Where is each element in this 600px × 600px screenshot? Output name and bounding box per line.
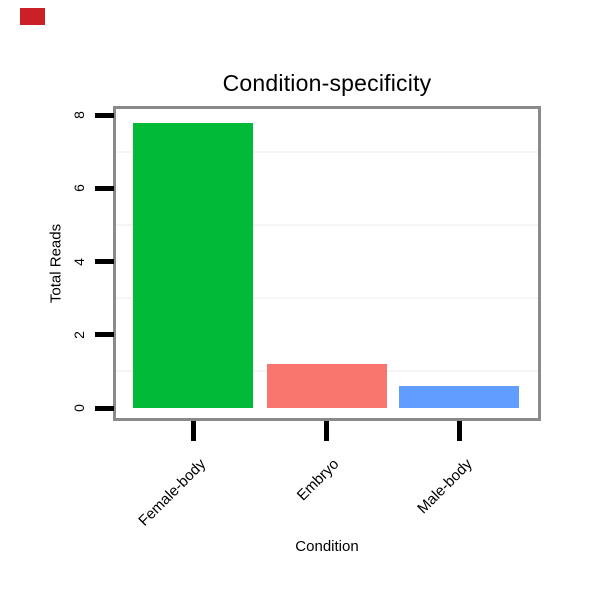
x-axis-tick-embryo [324,421,329,441]
x-axis-title: Condition [295,538,359,555]
y-axis-tick-0 [95,406,114,411]
x-axis-tick-male-body [457,421,462,441]
y-axis-tick-label-8: 8 [71,111,87,119]
minor-gridline-y3 [116,297,538,299]
minor-gridline-y5 [116,224,538,226]
y-axis-tick-6 [95,186,114,191]
red-marker [20,8,45,25]
y-axis-tick-label-6: 6 [71,184,87,192]
bar-male-body [399,386,519,408]
y-axis-tick-2 [95,332,114,337]
x-axis-label-female-body: Female-body [135,455,210,530]
y-axis-title: Total Reads [47,223,65,304]
chart-title: Condition-specificity [222,70,432,96]
y-axis-tick-8 [95,113,114,118]
bar-female-body [133,123,253,408]
x-axis-label-male-body: Male-body [414,455,476,518]
x-axis-tick-female-body [191,421,196,441]
y-axis-tick-label-0: 0 [71,404,87,412]
plot-panel-border [113,106,541,421]
y-axis-tick-label-2: 2 [71,331,87,339]
y-axis-tick-4 [95,259,114,264]
x-axis-label-embryo: Embryo [294,455,343,505]
y-axis-tick-label-4: 4 [71,258,87,266]
minor-gridline-y7 [116,151,538,153]
bar-embryo [267,364,387,408]
